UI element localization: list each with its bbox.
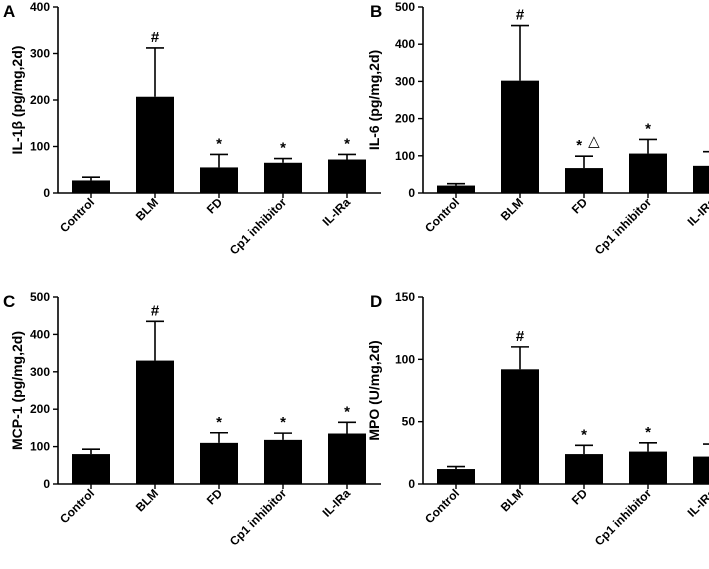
y-tick-label: 400: [30, 0, 50, 14]
x-tick-label: Control: [57, 486, 97, 526]
x-tick-label: Control: [57, 195, 97, 235]
x-tick-label: IL-IRa: [685, 486, 709, 520]
y-tick-label: 100: [30, 140, 50, 154]
bar: [565, 454, 603, 484]
significance-marker: *: [645, 424, 651, 441]
significance-marker: *: [344, 403, 350, 420]
significance-marker: *: [344, 135, 350, 152]
x-tick-label: IL-IRa: [320, 486, 354, 520]
panel-label: A: [3, 2, 15, 21]
x-tick-label: FD: [204, 195, 225, 216]
y-axis-title: IL-1β (pg/mg,2d): [9, 46, 25, 155]
y-tick-label: 0: [43, 186, 50, 200]
bar: [72, 454, 110, 484]
y-axis-title: MPO (U/mg,2d): [366, 340, 382, 440]
x-tick-label: BLM: [498, 195, 526, 223]
bar: [693, 456, 709, 484]
bar: [501, 80, 539, 193]
bar: [501, 369, 539, 484]
x-tick-label: IL-IRa: [320, 195, 354, 229]
significance-marker: #: [516, 7, 525, 24]
x-tick-label: Control: [422, 195, 462, 235]
significance-marker: * △: [576, 133, 600, 154]
significance-marker: #: [151, 302, 160, 319]
panel-b: B 0 100 200 300 400 500 IL-6 (pg/mg,2d) Control B…: [366, 0, 709, 257]
bar: [328, 433, 366, 484]
y-tick-label: 150: [395, 290, 415, 304]
bar: [200, 442, 238, 484]
panel-c: C 0 100 200 300 400 500 MCP-1 (pg/mg,2d) Control…: [3, 290, 381, 548]
panel-label: D: [370, 292, 382, 311]
y-tick-label: 100: [395, 149, 415, 163]
x-tick-label: BLM: [133, 486, 161, 514]
bar: [72, 180, 110, 193]
significance-marker: *: [280, 414, 286, 431]
y-tick-label: 200: [30, 93, 50, 107]
bar: [437, 469, 475, 484]
y-tick-label: 100: [395, 352, 415, 366]
y-tick-label: 0: [43, 477, 50, 491]
y-tick-label: 50: [402, 415, 416, 429]
bar: [565, 168, 603, 193]
bar: [693, 165, 709, 193]
significance-marker: *: [645, 120, 651, 137]
y-tick-label: 0: [408, 477, 415, 491]
x-tick-label: Cp1 inhibitor: [227, 486, 289, 548]
bar: [136, 96, 174, 193]
panel-d: D 0 50 100 150 MPO (U/mg,2d) Control BLM # FD * Cp1…: [366, 290, 709, 548]
y-tick-label: 200: [30, 402, 50, 416]
bar: [200, 167, 238, 193]
bar: [629, 153, 667, 193]
x-tick-label: IL-IRa: [685, 195, 709, 229]
y-axis-title: MCP-1 (pg/mg,2d): [9, 331, 25, 450]
significance-marker: #: [516, 328, 525, 345]
panel-label: C: [3, 292, 15, 311]
y-tick-label: 300: [30, 47, 50, 61]
x-tick-label: BLM: [498, 486, 526, 514]
x-tick-label: FD: [569, 195, 590, 216]
significance-marker: *: [280, 140, 286, 157]
significance-marker: *: [216, 135, 222, 152]
x-tick-label: Cp1 inhibitor: [592, 486, 654, 548]
bar: [629, 451, 667, 484]
panel-a: A 0 100 200 300 400 IL-1β (pg/mg,2d) Control BLM…: [3, 0, 381, 257]
bar: [264, 162, 302, 193]
x-tick-label: Cp1 inhibitor: [227, 195, 289, 257]
x-tick-label: FD: [204, 486, 225, 507]
x-tick-label: Control: [422, 486, 462, 526]
y-tick-label: 300: [395, 74, 415, 88]
significance-marker: #: [151, 29, 160, 46]
y-tick-label: 500: [395, 0, 415, 14]
bar: [328, 159, 366, 193]
panel-label: B: [370, 2, 382, 21]
y-axis-title: IL-6 (pg/mg,2d): [366, 50, 382, 150]
x-tick-label: FD: [569, 486, 590, 507]
bar: [264, 439, 302, 484]
x-tick-label: Cp1 inhibitor: [592, 195, 654, 257]
y-tick-label: 500: [30, 290, 50, 304]
bar: [437, 185, 475, 193]
x-tick-label: BLM: [133, 195, 161, 223]
y-tick-label: 400: [395, 37, 415, 51]
y-tick-label: 300: [30, 365, 50, 379]
y-tick-label: 200: [395, 112, 415, 126]
significance-marker: *: [581, 426, 587, 443]
bar: [136, 360, 174, 484]
y-tick-label: 100: [30, 440, 50, 454]
y-tick-label: 400: [30, 327, 50, 341]
significance-marker: *: [216, 414, 222, 431]
y-tick-label: 0: [408, 186, 415, 200]
